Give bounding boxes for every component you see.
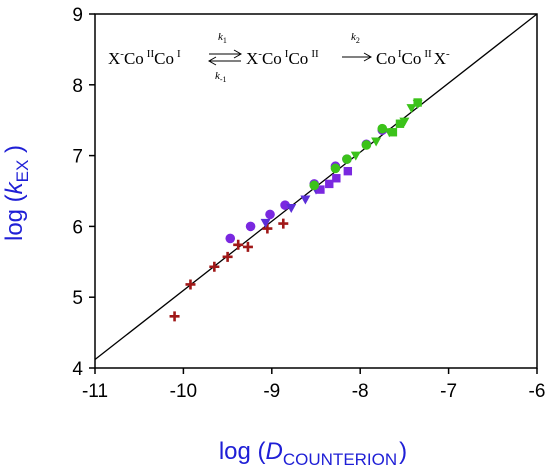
data-point: [300, 195, 311, 205]
data-point: [342, 154, 352, 164]
y-tick-label: 9: [72, 5, 83, 26]
species-3: Co ICo II X-: [376, 48, 450, 68]
rate-constant-k-minus1: k-1: [215, 70, 227, 84]
x-tick-label: -10: [170, 381, 197, 402]
x-tick-label: -8: [352, 381, 369, 402]
species-2: X-Co ICo II: [246, 48, 319, 68]
data-point: [265, 209, 275, 220]
y-tick-label: 6: [72, 217, 83, 238]
data-point: [260, 218, 271, 228]
y-axis-label: log (kEX ): [1, 145, 32, 241]
data-point: [316, 185, 325, 194]
x-tick-label: -9: [263, 381, 280, 402]
plot-frame: [94, 13, 538, 369]
data-point: [330, 163, 341, 174]
data-point: [233, 239, 244, 250]
data-point: [209, 261, 220, 272]
x-axis-label: log (DCOUNTERION): [219, 438, 407, 469]
data-point: [262, 223, 273, 234]
forward-arrow: [342, 52, 373, 62]
data-point: [280, 200, 290, 210]
data-point: [343, 166, 353, 176]
data-point: [225, 233, 236, 244]
x-tick-label: -11: [82, 381, 108, 402]
data-point: [242, 241, 253, 252]
data-point: [222, 251, 233, 262]
equilibrium-arrows: [207, 49, 243, 66]
data-point: [309, 180, 320, 191]
data-point: [377, 123, 388, 134]
data-points: [169, 98, 423, 322]
data-point: [169, 311, 180, 322]
data-point: [371, 137, 382, 147]
data-point: [286, 203, 297, 213]
data-point: [361, 140, 372, 150]
species-1: X-Co IICo I: [108, 48, 181, 68]
data-point: [278, 218, 289, 229]
data-point: [413, 98, 422, 107]
y-tick-label: 7: [72, 147, 83, 168]
y-tick-label: 8: [72, 76, 83, 97]
y-tick-label: 5: [72, 288, 83, 309]
axis-ticks: -11 -10 -9 -8 -7 -6 4 5 6 7 8 9: [72, 5, 545, 402]
data-point: [185, 279, 196, 290]
data-point: [332, 174, 341, 183]
x-tick-label: -6: [529, 381, 546, 402]
rate-constant-k1: k1: [218, 31, 227, 45]
reaction-scheme: X-Co IICo I k1 k-1 X-Co ICo II k2 Co ICo II X-: [108, 31, 450, 84]
y-tick-label: 4: [72, 359, 83, 380]
data-point: [395, 119, 405, 128]
data-point: [388, 128, 398, 137]
data-point: [325, 179, 334, 189]
data-point: [245, 221, 256, 232]
x-tick-label: -7: [440, 381, 457, 402]
rate-constant-k2: k2: [351, 31, 360, 45]
data-point: [350, 151, 361, 161]
